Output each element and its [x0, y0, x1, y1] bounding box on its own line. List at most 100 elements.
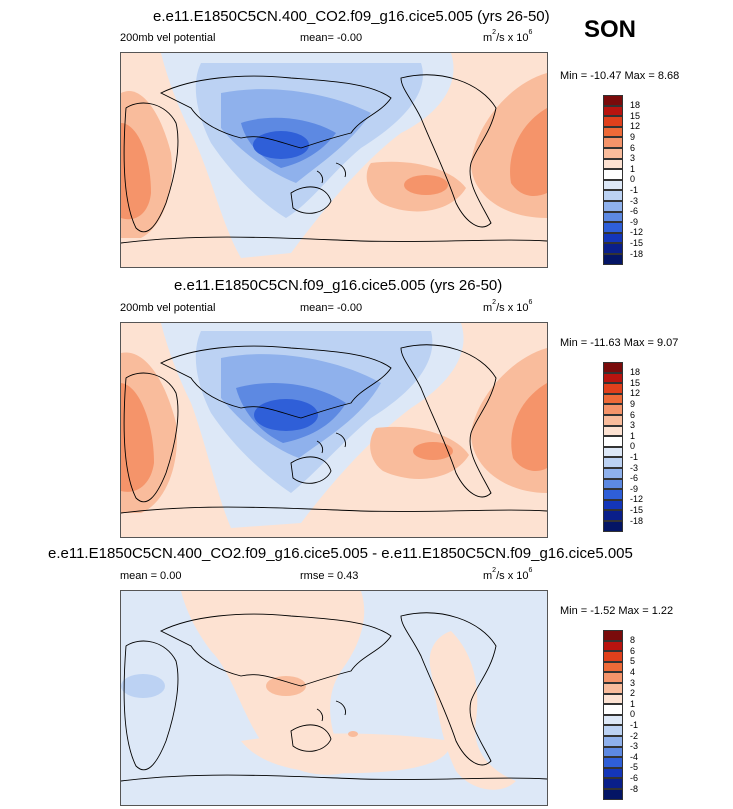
panel-2-minmax: Min = -11.63 Max = 9.07: [560, 337, 679, 349]
panel-3-rmse: rmse = 0.43: [300, 570, 359, 582]
colorbar-tick-label: -3: [630, 462, 639, 473]
colorbar-tick-label: 6: [630, 409, 636, 420]
colorbar-tick-label: -15: [630, 504, 644, 515]
panel-3-mean: mean = 0.00: [120, 570, 182, 582]
colorbar-swatch: [603, 415, 623, 426]
colorbar-swatch: [603, 457, 623, 468]
colorbar-tick-label: 8: [630, 635, 636, 646]
colorbar-swatch: [603, 222, 623, 233]
colorbar-swatch: [603, 201, 623, 212]
colorbar-swatch: [603, 789, 623, 800]
panel-1-minmax: Min = -10.47 Max = 8.68: [560, 70, 680, 82]
panel-1-red-east-core: [510, 108, 547, 196]
colorbar-swatch: [603, 683, 623, 694]
colorbar-swatch: [603, 778, 623, 789]
colorbar-swatch: [603, 137, 623, 148]
colorbar-swatch: [603, 190, 623, 201]
colorbar-tick-label: -8: [630, 783, 639, 794]
colorbar-tick-label: -6: [630, 772, 639, 783]
panel-2-units: m2/s x 106: [483, 299, 533, 314]
colorbar-tick-label: 1: [630, 430, 636, 441]
colorbar-tick-label: -6: [630, 206, 639, 217]
colorbar-swatch: [603, 95, 623, 106]
colorbar-swatch: [603, 521, 623, 532]
colorbar-tick-label: 0: [630, 441, 636, 452]
panel-1-colorbar: 18 15 12 9 6 3 1 0 -1 -3 -6 -9 -12 -15 -18: [603, 95, 653, 265]
colorbar-tick-label: -1: [630, 719, 639, 730]
colorbar-tick-label: 9: [630, 131, 636, 142]
colorbar-swatch: [603, 383, 623, 394]
panel-2-red-west-core: [121, 383, 154, 492]
panel-1-map: [120, 52, 548, 268]
panel-3-coastlines: [121, 612, 547, 782]
colorbar-tick-label: -4: [630, 751, 639, 762]
colorbar-swatch: [603, 725, 623, 736]
panel-2-red-east-core: [511, 383, 547, 471]
colorbar-tick-label: 18: [630, 100, 641, 111]
panel-2-colorbar: 18 15 12 9 6 3 1 0 -1 -3 -6 -9 -12 -15 -18: [603, 362, 653, 532]
colorbar-tick-label: -9: [630, 483, 639, 494]
colorbar-swatch: [603, 510, 623, 521]
colorbar-swatch: [603, 232, 623, 244]
panel-1-units: m2/s x 106: [483, 29, 533, 44]
colorbar-swatch: [603, 254, 623, 265]
colorbar-tick-label: 9: [630, 398, 636, 409]
colorbar-tick-label: 0: [630, 174, 636, 185]
colorbar-tick-label: 15: [630, 110, 641, 121]
colorbar-swatch: [603, 148, 623, 159]
colorbar-swatch: [603, 372, 623, 384]
colorbar-tick-label: -18: [630, 248, 644, 259]
panel-2-mean: mean= -0.00: [300, 302, 363, 314]
colorbar-swatch: [603, 425, 623, 437]
colorbar-swatch: [603, 393, 623, 405]
colorbar-tick-label: 3: [630, 153, 636, 164]
colorbar-tick-label: -6: [630, 473, 639, 484]
colorbar-swatch: [603, 362, 623, 373]
panel-1-title: e.e11.E1850C5CN.400_CO2.f09_g16.cice5.00…: [153, 8, 550, 25]
colorbar-swatch: [603, 746, 623, 758]
colorbar-swatch: [603, 169, 623, 180]
colorbar-tick-label: 6: [630, 142, 636, 153]
colorbar-swatch: [603, 489, 623, 500]
panel-1-red-pacific-core: [404, 175, 448, 195]
colorbar-swatch: [603, 714, 623, 726]
colorbar-swatch: [603, 672, 623, 683]
colorbar-tick-label: -1: [630, 184, 639, 195]
colorbar-swatch: [603, 767, 623, 779]
colorbar-swatch: [603, 640, 623, 652]
colorbar-tick-label: 0: [630, 709, 636, 720]
colorbar-swatch: [603, 158, 623, 170]
colorbar-tick-label: -18: [630, 515, 644, 526]
colorbar-tick-label: -1: [630, 451, 639, 462]
colorbar-tick-label: -12: [630, 227, 644, 238]
panel-3-blue-patch: [121, 674, 165, 698]
panel-1-blue-min: [253, 131, 309, 159]
colorbar-swatch: [603, 179, 623, 191]
panel-3-minmax: Min = -1.52 Max = 1.22: [560, 605, 674, 617]
season-label: SON: [584, 16, 637, 43]
panel-3-title: e.e11.E1850C5CN.400_CO2.f09_g16.cice5.00…: [48, 545, 633, 562]
colorbar-tick-label: 2: [630, 688, 636, 699]
colorbar-tick-label: 6: [630, 645, 636, 656]
colorbar-swatch: [603, 126, 623, 138]
colorbar-swatch: [603, 704, 623, 715]
colorbar-tick-label: 12: [630, 388, 641, 399]
colorbar-swatch: [603, 736, 623, 747]
colorbar-tick-label: -3: [630, 741, 639, 752]
colorbar-swatch: [603, 693, 623, 705]
colorbar-swatch: [603, 499, 623, 511]
colorbar-swatch: [603, 630, 623, 641]
panel-2-red-pacific-core: [413, 442, 453, 460]
colorbar-swatch: [603, 651, 623, 662]
colorbar-swatch: [603, 211, 623, 223]
colorbar-tick-label: 3: [630, 420, 636, 431]
colorbar-tick-label: 12: [630, 121, 641, 132]
panel-2-title: e.e11.E1850C5CN.f09_g16.cice5.005 (yrs 2…: [174, 277, 503, 294]
panel-1-mean: mean= -0.00: [300, 32, 363, 44]
panel-1-red-west-core: [121, 123, 151, 220]
panel-2-map: [120, 322, 548, 538]
colorbar-swatch: [603, 757, 623, 768]
panel-1-field-label: 200mb vel potential: [120, 32, 216, 44]
colorbar-tick-label: 5: [630, 656, 636, 667]
panel-3-red-patch-small: [348, 731, 358, 737]
